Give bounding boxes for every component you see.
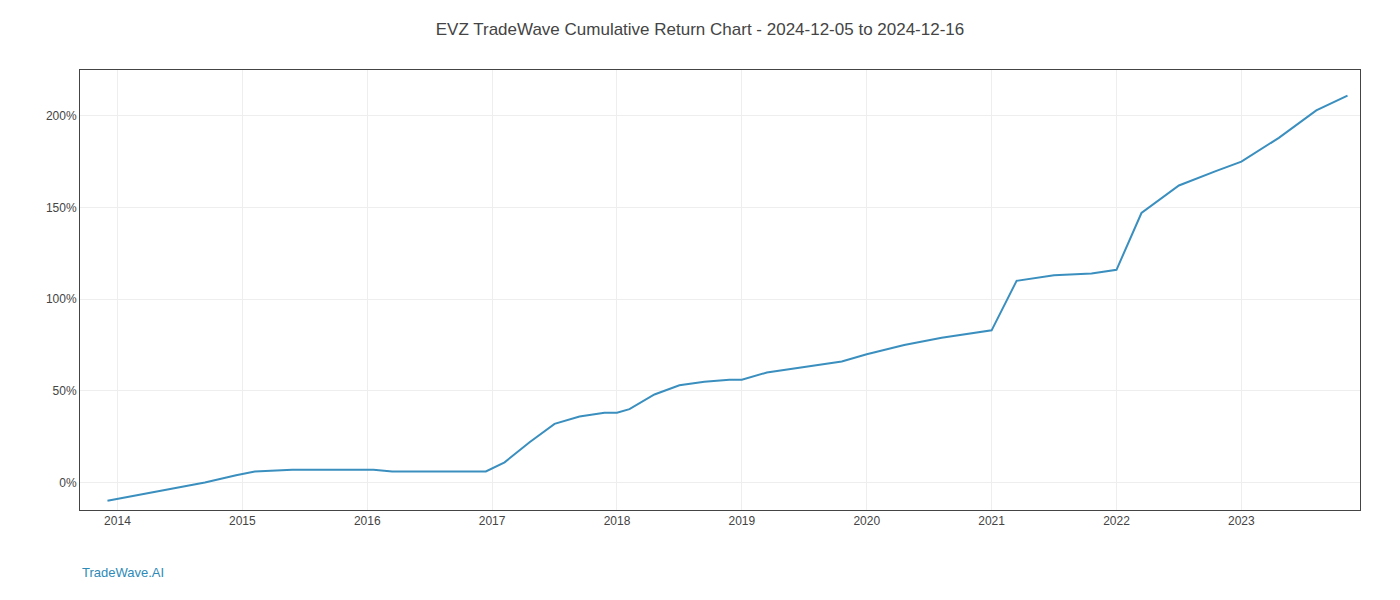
svg-text:2023: 2023: [1228, 514, 1255, 528]
svg-text:2014: 2014: [104, 514, 131, 528]
svg-text:2018: 2018: [604, 514, 631, 528]
svg-text:EVZ TradeWave Cumulative Retur: EVZ TradeWave Cumulative Return Chart - …: [436, 20, 965, 39]
svg-text:0%: 0%: [59, 476, 77, 490]
svg-text:2015: 2015: [229, 514, 256, 528]
svg-text:2016: 2016: [354, 514, 381, 528]
svg-text:2017: 2017: [479, 514, 506, 528]
svg-text:150%: 150%: [46, 201, 77, 215]
svg-text:200%: 200%: [46, 109, 77, 123]
svg-text:2021: 2021: [978, 514, 1005, 528]
svg-text:TradeWave.AI: TradeWave.AI: [82, 565, 164, 580]
svg-text:2020: 2020: [853, 514, 880, 528]
svg-text:50%: 50%: [53, 384, 77, 398]
svg-text:2019: 2019: [728, 514, 755, 528]
svg-text:2022: 2022: [1103, 514, 1130, 528]
svg-text:100%: 100%: [46, 292, 77, 306]
